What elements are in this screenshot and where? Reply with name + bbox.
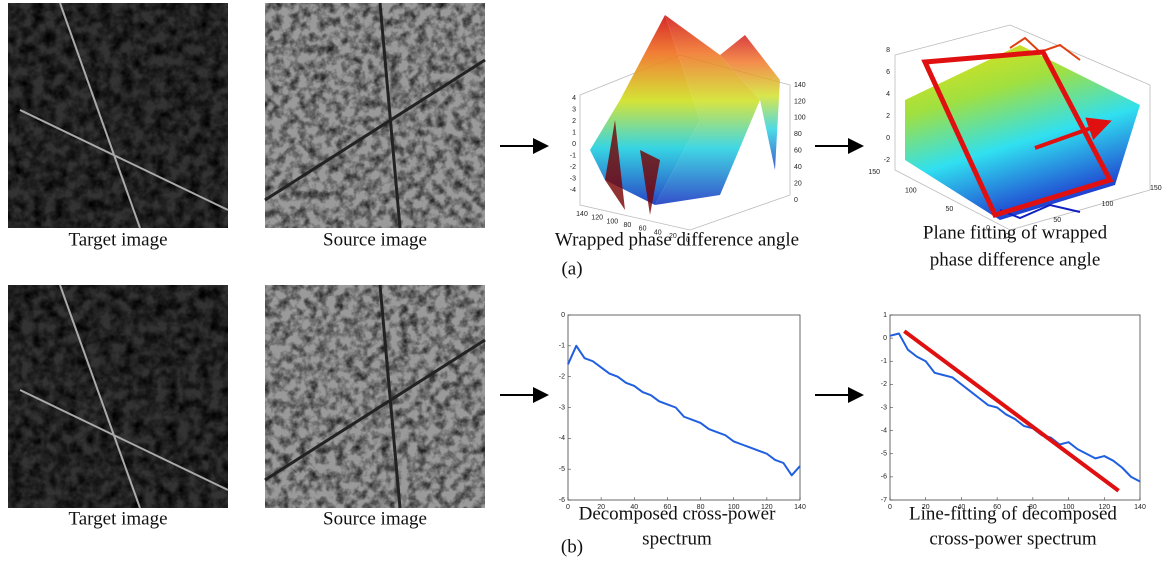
tick-label: 0 (572, 141, 576, 148)
x-tick-label: 60 (664, 504, 672, 511)
tick-label: 0 (886, 135, 890, 142)
x-tick-label: 100 (728, 504, 740, 511)
y-tick-label: -5 (559, 466, 565, 473)
source-image-a (264, 2, 486, 229)
caption: Target image (68, 508, 167, 529)
spectrum-line (567, 344, 801, 477)
tick-label: 40 (654, 229, 662, 236)
caption: Plane fitting of wrapped (923, 222, 1108, 243)
tick-label: 3 (572, 106, 576, 113)
y-tick-label: 1 (883, 312, 887, 319)
tick-label: 0 (1005, 233, 1009, 240)
x-tick-label: 120 (1098, 504, 1110, 511)
x-tick-label: 100 (1063, 504, 1075, 511)
caption: Decomposed cross-power (579, 503, 776, 524)
x-tick-label: 20 (922, 504, 930, 511)
caption: spectrum (642, 528, 712, 549)
target-image-a (8, 2, 229, 229)
tick-label: 60 (639, 226, 647, 233)
tick-label: 4 (572, 95, 576, 102)
tick-label: 1 (572, 129, 576, 136)
y-tick-label: 0 (883, 335, 887, 342)
tick-label: 120 (794, 98, 806, 105)
tick-label: -4 (570, 187, 576, 194)
y-tick-label: -2 (559, 374, 565, 381)
tick-label: 2 (572, 118, 576, 125)
tick-label: 40 (794, 164, 802, 171)
plot-frame (889, 314, 1141, 501)
tick-label: 100 (905, 188, 917, 195)
x-tick-label: 120 (761, 504, 773, 511)
x-tick-label: 140 (794, 504, 806, 511)
tick-label: 6 (886, 69, 890, 76)
x-tick-label: 140 (1134, 504, 1146, 511)
target-image-b (8, 284, 229, 509)
panel-label: (a) (561, 258, 582, 279)
spectrum-line (889, 332, 1141, 483)
tick-label: 60 (794, 148, 802, 155)
y-tick-label: -7 (881, 497, 887, 504)
y-tick-label: -3 (881, 404, 887, 411)
tick-label: -2 (884, 157, 890, 164)
y-tick-label: 0 (561, 312, 565, 319)
y-tick-label: -2 (881, 381, 887, 388)
caption: phase difference angle (930, 249, 1101, 270)
tick-label: 100 (606, 218, 618, 225)
tick-label: 8 (886, 47, 890, 54)
y-tick-label: -5 (881, 451, 887, 458)
tick-label: -1 (570, 152, 576, 159)
tick-label: -2 (570, 164, 576, 171)
fit-line (903, 329, 1120, 493)
y-tick-label: -1 (881, 358, 887, 365)
tick-label: 150 (868, 169, 880, 176)
tick-label: 100 (794, 115, 806, 122)
plane-plot (894, 24, 1151, 231)
y-tick-label: -4 (559, 435, 565, 442)
tick-label: 50 (946, 206, 954, 213)
x-tick-label: 80 (697, 504, 705, 511)
tick-label: 50 (1053, 217, 1061, 224)
y-tick-label: -6 (881, 474, 887, 481)
y-tick-label: -3 (559, 404, 565, 411)
tick-label: 0 (686, 237, 690, 244)
caption: Target image (68, 229, 167, 250)
y-tick-label: -4 (881, 427, 887, 434)
tick-label: 2 (886, 113, 890, 120)
x-tick-label: 40 (958, 504, 966, 511)
plot-frame (567, 314, 801, 501)
caption: cross-power spectrum (929, 528, 1096, 549)
caption: Source image (323, 508, 427, 529)
tick-label: -3 (570, 175, 576, 182)
caption: Source image (323, 229, 427, 250)
tick-label: 140 (576, 211, 588, 218)
x-tick-label: 40 (630, 504, 638, 511)
tick-label: 4 (886, 91, 890, 98)
tick-label: 140 (794, 82, 806, 89)
tick-label: 20 (669, 233, 677, 240)
x-tick-label: 20 (597, 504, 605, 511)
tick-label: 100 (1102, 201, 1114, 208)
y-tick-label: -1 (559, 343, 565, 350)
tick-label: 120 (591, 215, 603, 222)
tick-label: 0 (986, 225, 990, 232)
tick-label: 20 (794, 180, 802, 187)
panel-label: (b) (561, 536, 583, 557)
x-tick-label: 60 (993, 504, 1001, 511)
tick-label: 0 (794, 197, 798, 204)
x-tick-label: 0 (888, 504, 892, 511)
caption: Wrapped phase difference angle (555, 229, 799, 250)
source-image-b (264, 284, 486, 509)
tick-label: 80 (794, 131, 802, 138)
x-tick-label: 0 (566, 504, 570, 511)
x-tick-label: 80 (1029, 504, 1037, 511)
tick-label: 150 (1150, 185, 1162, 192)
surface-plot (579, 15, 791, 231)
y-tick-label: -6 (559, 497, 565, 504)
tick-label: 80 (624, 222, 632, 229)
caption: Line-fitting of decomposed (909, 503, 1117, 524)
